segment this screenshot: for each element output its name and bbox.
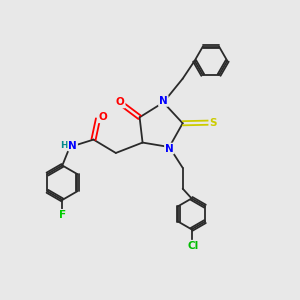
- Text: N: N: [165, 143, 174, 154]
- Text: H: H: [61, 141, 68, 150]
- Text: N: N: [68, 140, 77, 151]
- Text: S: S: [209, 118, 217, 128]
- Text: F: F: [59, 210, 66, 220]
- Text: Cl: Cl: [188, 241, 199, 251]
- Text: O: O: [98, 112, 107, 122]
- Text: O: O: [116, 98, 125, 107]
- Text: N: N: [159, 96, 168, 106]
